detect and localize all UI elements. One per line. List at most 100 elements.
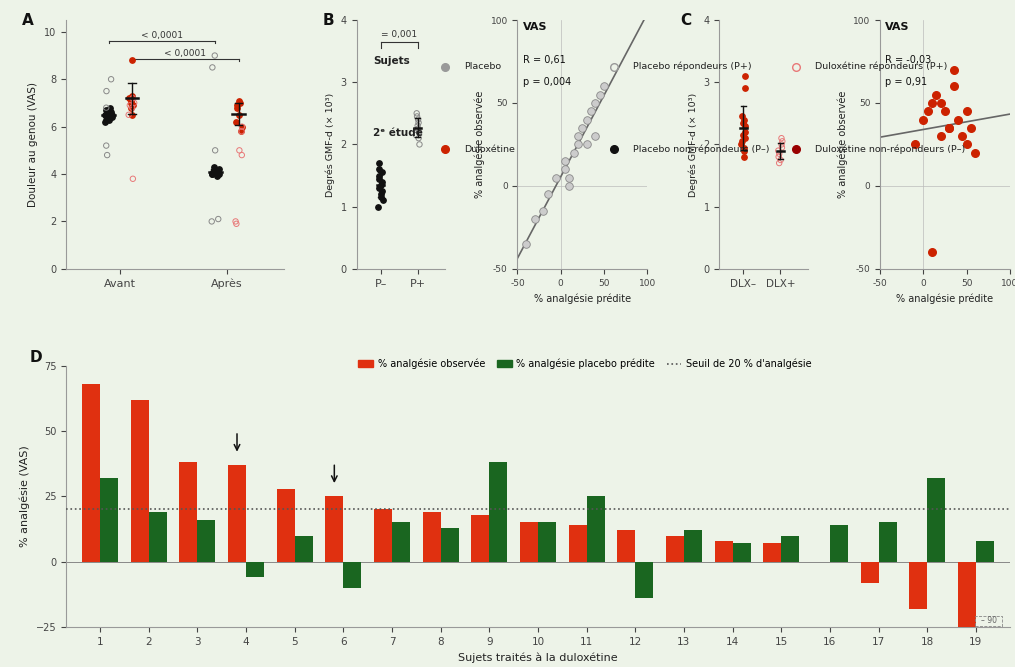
Bar	[733, 544, 750, 562]
Point	[409, 121, 425, 131]
Point	[736, 114, 752, 125]
Point	[229, 102, 246, 113]
Point	[569, 131, 586, 141]
Point	[548, 172, 564, 183]
Point	[123, 102, 139, 113]
Text: Duloxétine répondeurs (P+): Duloxétine répondeurs (P+)	[815, 62, 947, 71]
Point	[734, 111, 750, 122]
Point	[234, 121, 251, 132]
Point	[122, 100, 138, 111]
Point	[233, 150, 250, 161]
Point	[205, 166, 221, 177]
Point	[370, 183, 387, 193]
Point	[371, 157, 388, 168]
Point	[210, 164, 226, 175]
Text: Placebo répondeurs (P+): Placebo répondeurs (P+)	[633, 62, 752, 71]
Point	[124, 91, 140, 101]
Bar	[635, 562, 654, 598]
Point	[410, 114, 426, 125]
Y-axis label: % analgésie (VAS): % analgésie (VAS)	[19, 446, 30, 547]
Point	[370, 201, 387, 212]
Legend: % analgésie observée, % analgésie placebo prédite, Seuil de 20 % d'analgésie: % analgésie observée, % analgésie placeb…	[354, 355, 816, 374]
Bar	[422, 512, 441, 562]
Point	[946, 65, 962, 75]
Point	[126, 97, 142, 108]
Point	[574, 123, 591, 133]
Point	[773, 133, 790, 143]
Point	[124, 102, 140, 113]
Point	[121, 109, 137, 120]
Bar	[782, 536, 799, 562]
Point	[924, 97, 940, 108]
Bar	[684, 530, 702, 562]
Point	[588, 97, 604, 108]
Bar	[471, 515, 489, 562]
Point	[411, 127, 427, 137]
Point	[230, 109, 247, 120]
Text: C: C	[680, 13, 691, 27]
Point	[557, 164, 573, 175]
Point	[233, 126, 250, 137]
Point	[737, 133, 753, 143]
Point	[98, 102, 115, 113]
Point	[540, 189, 556, 199]
Point	[737, 71, 753, 81]
Point	[97, 109, 114, 120]
Point	[770, 145, 787, 156]
Bar	[587, 496, 605, 562]
Point	[736, 145, 752, 156]
Point	[773, 139, 790, 150]
Point	[565, 147, 582, 158]
Point	[374, 167, 390, 177]
Point	[937, 106, 953, 117]
Point	[733, 139, 749, 150]
Text: – 90: – 90	[980, 616, 997, 625]
Point	[958, 139, 974, 150]
Point	[933, 97, 949, 108]
Point	[941, 123, 957, 133]
Point	[374, 176, 390, 187]
Bar	[538, 522, 556, 562]
Bar	[392, 522, 410, 562]
Point	[950, 114, 966, 125]
Bar	[148, 512, 166, 562]
Point	[561, 172, 578, 183]
Bar	[975, 541, 994, 562]
Text: B: B	[323, 13, 335, 27]
Point	[231, 145, 248, 155]
Point	[210, 169, 226, 179]
Bar	[374, 510, 392, 562]
Point	[232, 126, 249, 137]
Point	[371, 170, 388, 181]
Point	[737, 127, 753, 137]
X-axis label: % analgésie prédite: % analgésie prédite	[534, 293, 631, 303]
Point	[411, 139, 427, 150]
Text: D: D	[30, 350, 43, 365]
Point	[103, 74, 119, 85]
Bar	[294, 536, 313, 562]
Point	[588, 131, 604, 141]
Y-axis label: Degrés GMF-d (× 10³): Degrés GMF-d (× 10³)	[688, 92, 697, 197]
Bar	[763, 544, 782, 562]
Point	[736, 142, 752, 153]
Bar	[958, 562, 975, 627]
Text: Duloxétine: Duloxétine	[464, 145, 516, 154]
Point	[123, 97, 139, 108]
Point	[772, 155, 789, 165]
Bar	[82, 384, 100, 562]
Point	[770, 151, 787, 162]
Point	[561, 181, 578, 191]
Y-axis label: % analgésie observée: % analgésie observée	[837, 91, 848, 198]
Point	[920, 106, 936, 117]
Bar	[180, 462, 197, 562]
Point	[98, 86, 115, 97]
Point	[103, 102, 119, 113]
Point	[410, 117, 426, 128]
Bar	[715, 541, 733, 562]
Bar	[861, 562, 879, 582]
Point	[774, 136, 791, 147]
Text: R = -0,03: R = -0,03	[885, 55, 932, 65]
Y-axis label: Douleur au genou (VAS): Douleur au genou (VAS)	[28, 82, 39, 207]
Point	[227, 216, 244, 227]
Point	[737, 83, 753, 94]
